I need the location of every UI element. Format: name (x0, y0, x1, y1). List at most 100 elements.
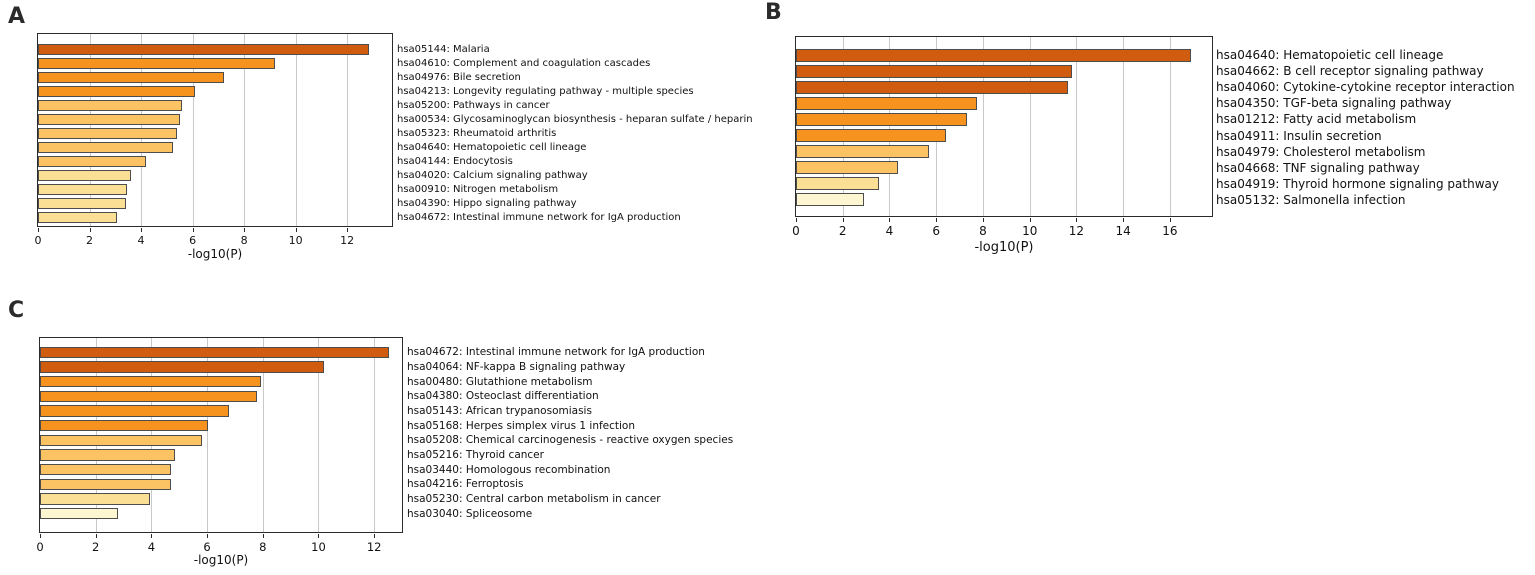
category-label: hsa04213: Longevity regulating pathway -… (397, 85, 694, 97)
bar (38, 85, 196, 97)
bar (40, 449, 176, 461)
gridline (262, 338, 264, 532)
tick-mark (936, 218, 938, 222)
tick-mark (842, 218, 844, 222)
category-label: hsa04662: B cell receptor signaling path… (1216, 64, 1484, 79)
category-label: hsa04060: Cytokine-cytokine receptor int… (1216, 80, 1515, 95)
category-label: hsa05168: Herpes simplex virus 1 infecti… (407, 419, 636, 432)
tick-mark (1169, 218, 1171, 222)
category-label: hsa05144: Malaria (397, 43, 490, 55)
bar (40, 346, 390, 359)
tick-label: 8 (259, 540, 267, 554)
tick-mark (192, 228, 194, 232)
bar (38, 184, 127, 196)
panel-C-letter: C (8, 298, 25, 323)
category-label: hsa04380: Osteoclast differentiation (407, 390, 599, 403)
bar (38, 156, 147, 168)
bar (796, 96, 978, 110)
bar (40, 405, 230, 417)
tick-label: 12 (1068, 224, 1085, 238)
tick-label: 6 (189, 234, 197, 247)
bar (38, 212, 117, 224)
tick-mark (244, 228, 246, 232)
category-label: hsa00534: Glycosaminoglycan biosynthesis… (397, 113, 753, 125)
category-label: hsa05230: Central carbon metabolism in c… (407, 492, 661, 505)
panel-A-x-axis-title: -log10(P) (187, 247, 243, 261)
panel-C-x-axis-title: -log10(P) (193, 553, 249, 567)
tick-mark (40, 534, 41, 538)
tick-mark (374, 534, 376, 538)
gridline (842, 37, 844, 216)
tick-label: 2 (838, 224, 847, 238)
bar (40, 419, 209, 432)
category-label: hsa00910: Nitrogen metabolism (397, 184, 559, 196)
category-label: hsa05216: Thyroid cancer (407, 448, 544, 461)
tick-label: 10 (288, 234, 303, 247)
tick-label: 16 (1162, 224, 1178, 238)
panel-C: C hsa04672: Intestinal immune network fo… (0, 295, 790, 575)
bar (40, 434, 202, 447)
bar (796, 193, 864, 207)
tick-label: 4 (137, 234, 145, 247)
category-label: hsa04144: Endocytosis (397, 156, 513, 168)
tick-mark (38, 228, 39, 232)
category-label: hsa00480: Glutathione metabolism (407, 375, 593, 388)
bar (38, 142, 174, 154)
panel-B: B hsa04640: Hematopoietic cell lineage hs… (760, 0, 1535, 292)
gridline (347, 34, 349, 226)
gridline (244, 34, 246, 226)
category-label: hsa04350: TGF-beta signaling pathway (1216, 96, 1452, 111)
tick-mark (982, 218, 984, 222)
category-label: hsa05208: Chemical carcinogenesis - reac… (407, 434, 734, 447)
tick-mark (1123, 218, 1125, 222)
category-label: hsa04020: Calcium signaling pathway (397, 170, 588, 182)
tick-mark (262, 534, 264, 538)
bar (40, 361, 325, 373)
panel-A-x-axis: 0 2 4 6 8 10 12 (34, 228, 392, 248)
gridline (889, 37, 891, 216)
gridline (1169, 37, 1171, 216)
tick-mark (318, 534, 320, 538)
bar (40, 493, 150, 505)
bar (40, 463, 171, 476)
tick-label: 2 (86, 234, 94, 247)
category-label: hsa04610: Complement and coagulation cas… (397, 57, 651, 69)
category-label: hsa04919: Thyroid hormone signaling path… (1216, 176, 1499, 191)
tick-label: 0 (34, 234, 42, 247)
bar (38, 71, 224, 83)
tick-label: 2 (92, 540, 100, 554)
gridline (982, 37, 984, 216)
category-label: hsa05200: Pathways in cancer (397, 99, 550, 111)
tick-label: 4 (885, 224, 894, 238)
category-label: hsa04390: Hippo signaling pathway (397, 198, 577, 210)
bar (38, 170, 131, 182)
category-label: hsa05132: Salmonella infection (1216, 192, 1406, 207)
bar (38, 57, 276, 69)
tick-label: 14 (1115, 224, 1131, 238)
tick-mark (889, 218, 891, 222)
tick-mark (207, 534, 209, 538)
category-label: hsa01212: Fatty acid metabolism (1216, 112, 1417, 127)
panel-C-plot-area (39, 337, 403, 533)
bar (38, 128, 178, 139)
category-label: hsa05143: African trypanosomiasis (407, 404, 592, 417)
bar (796, 129, 946, 143)
bar (796, 161, 898, 175)
category-label: hsa04672: Intestinal immune network for … (397, 212, 681, 224)
panel-B-plot-area (795, 36, 1213, 217)
tick-label: 6 (932, 224, 941, 238)
panel-A: A hsa05144: Malaria hsa04610: Complement … (0, 0, 790, 292)
category-label: hsa04640: Hematopoietic cell lineage (397, 142, 587, 154)
category-label: hsa04672: Intestinal immune network for … (407, 346, 705, 359)
bar (796, 177, 879, 191)
panel-B-letter: B (765, 0, 782, 25)
tick-mark (796, 218, 797, 222)
bar (796, 80, 1069, 94)
category-label: hsa04911: Insulin secretion (1216, 128, 1382, 143)
panel-B-x-axis: 0 2 4 6 8 10 12 14 16 (792, 218, 1212, 238)
bar (38, 113, 180, 125)
bar (796, 48, 1191, 62)
panel-C-x-axis: 0 2 4 6 8 10 12 (36, 534, 402, 554)
tick-label: 10 (311, 540, 326, 554)
tick-mark (1029, 218, 1031, 222)
